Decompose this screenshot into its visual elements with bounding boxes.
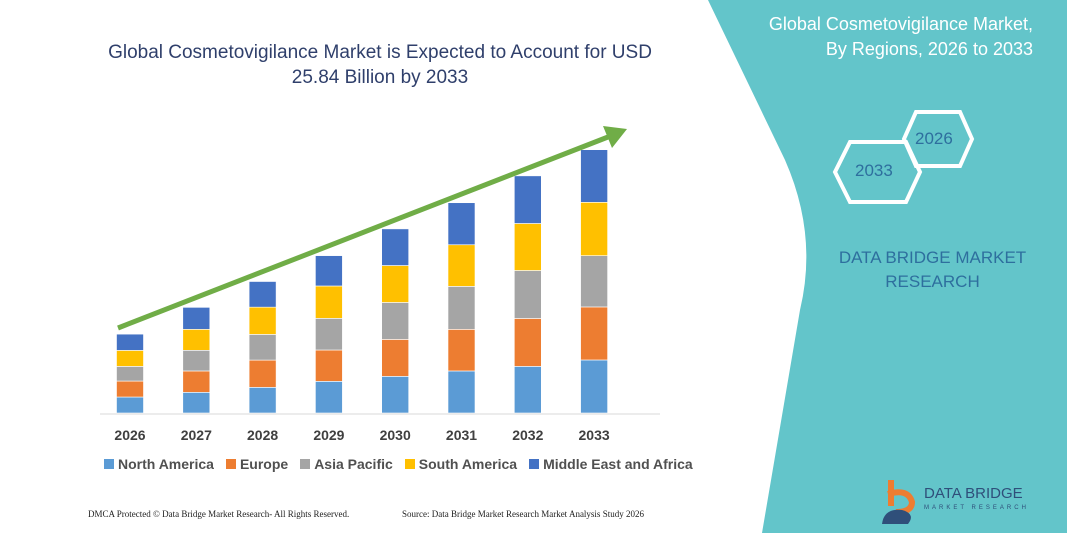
bar-segment-2028-middle-east-and-africa (248, 281, 277, 308)
hex-label-2026: 2026 (915, 129, 953, 148)
x-tick-label: 2032 (512, 427, 543, 443)
bar-segment-2032-europe (513, 318, 542, 367)
legend-item: Europe (225, 456, 289, 472)
bar-segment-2030-south-america (381, 265, 410, 303)
legend-swatch (104, 459, 114, 469)
bar-segment-2031-asia-pacific (447, 286, 476, 330)
bar-segment-2027-north-america (182, 392, 211, 414)
legend-swatch (300, 459, 311, 469)
bar-segment-2033-europe (580, 306, 608, 361)
legend-swatch (225, 459, 236, 469)
legend-label: Europe (239, 456, 289, 472)
bar-segment-2029-south-america (315, 285, 343, 319)
bar-segment-2033-north-america (580, 359, 608, 414)
bar-segment-2030-europe (381, 339, 410, 377)
bar-segment-2031-north-america (447, 370, 476, 414)
legend-swatch (529, 459, 540, 469)
x-tick-label: 2026 (114, 427, 145, 443)
hexagon-2026 (901, 110, 975, 168)
bar-segment-2027-middle-east-and-africa (182, 307, 211, 330)
bar-segment-2026-asia-pacific (116, 366, 144, 382)
side-title-line2: By Regions, 2026 to 2033 (825, 39, 1033, 59)
bar-segment-2028-asia-pacific (248, 334, 277, 361)
bar-segment-2029-asia-pacific (315, 318, 343, 351)
legend-label: South America (418, 456, 518, 472)
bar-segment-2027-asia-pacific (182, 350, 211, 372)
bar-segment-2032-asia-pacific (513, 270, 542, 319)
brand-line2: RESEARCH (885, 272, 980, 291)
bar-segment-2026-europe (116, 380, 144, 398)
hex-label-2033: 2033 (855, 161, 893, 180)
trend-arrow (117, 134, 609, 331)
source-text: Source: Data Bridge Market Research Mark… (402, 509, 644, 519)
logo-tagline: MARKET RESEARCH (924, 505, 1029, 511)
bar-segment-2027-south-america (182, 329, 211, 351)
bar-segment-2031-middle-east-and-africa (447, 202, 476, 246)
legend-item: Middle East and Africa (529, 456, 693, 472)
bar-segment-2028-north-america (248, 387, 277, 414)
legend-swatch (404, 459, 415, 469)
teal-side-panel (708, 0, 1067, 533)
bar-segment-2032-north-america (513, 366, 542, 414)
copyright-text: DMCA Protected © Data Bridge Market Rese… (88, 509, 350, 519)
brand-text: DATA BRIDGE MARKET RESEARCH (830, 246, 1035, 294)
chart-title: Global Cosmetovigilance Market is Expect… (108, 42, 652, 88)
logo-name: DATA BRIDGE (924, 485, 1023, 502)
legend-item: Asia Pacific (300, 456, 393, 472)
bar-segment-2030-asia-pacific (381, 302, 410, 340)
x-tick-labels: 2026 2027 2028 2029 2030 2031 2032 2033 (114, 427, 609, 443)
bar-segment-2028-europe (248, 359, 277, 388)
bar-segment-2027-europe (182, 370, 211, 393)
data-bridge-logo-icon (882, 480, 916, 524)
bar-segment-2029-europe (315, 349, 343, 382)
legend-label: Middle East and Africa (543, 456, 693, 472)
brand-line1: DATA BRIDGE MARKET (838, 248, 1027, 267)
x-tick-label: 2030 (380, 427, 411, 443)
bar-segment-2026-north-america (116, 396, 144, 414)
hexagon-2033 (832, 140, 923, 204)
bar-segment-2030-north-america (381, 376, 410, 414)
bar-segment-2026-south-america (116, 350, 144, 367)
legend: North America Europe Asia Pacific South Ame… (104, 456, 693, 472)
bar-segment-2032-south-america (513, 223, 542, 271)
bar-segment-2033-south-america (580, 202, 608, 256)
trend-arrow-head (603, 126, 627, 148)
bar-segment-2029-middle-east-and-africa (315, 255, 343, 287)
bar-segment-2026-middle-east-and-africa (116, 333, 144, 351)
x-tick-label: 2028 (247, 427, 278, 443)
legend-label: North America (118, 456, 214, 472)
legend-label: Asia Pacific (314, 456, 393, 472)
side-title-line1: Global Cosmetovigilance Market, (768, 14, 1033, 34)
bar-segment-2028-south-america (248, 306, 277, 335)
side-panel-title: Global Cosmetovigilance Market, By Regio… (769, 12, 1033, 62)
bars-group (116, 149, 608, 414)
bar-segment-2033-middle-east-and-africa (580, 149, 608, 203)
bar-segment-2031-south-america (447, 244, 476, 287)
bar-segment-2031-europe (447, 329, 476, 372)
bar-segment-2030-middle-east-and-africa (381, 228, 410, 266)
bar-segment-2032-middle-east-and-africa (513, 175, 542, 224)
bar-segment-2033-asia-pacific (580, 255, 608, 308)
x-tick-label: 2031 (446, 427, 477, 443)
legend-item: South America (404, 456, 518, 472)
x-tick-label: 2029 (313, 427, 344, 443)
legend-item: North America (104, 456, 214, 472)
x-tick-label: 2027 (181, 427, 212, 443)
bar-segment-2029-north-america (315, 381, 343, 414)
x-tick-label: 2033 (579, 427, 610, 443)
